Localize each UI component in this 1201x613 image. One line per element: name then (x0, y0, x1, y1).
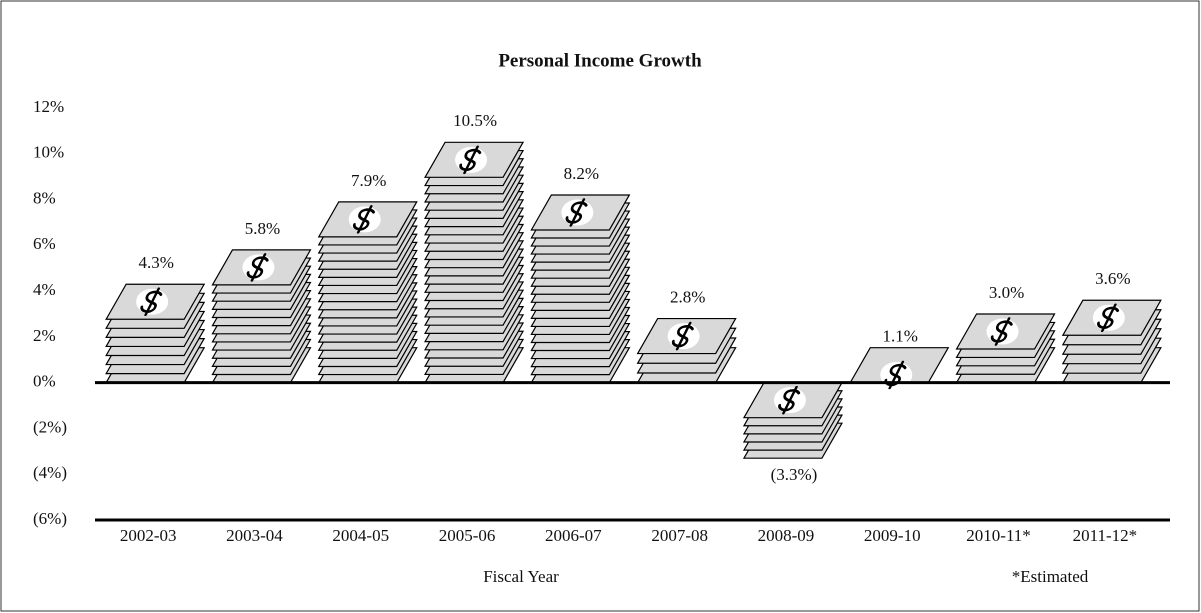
y-tick-label: 4% (33, 280, 56, 299)
dollar-icon (140, 287, 163, 317)
dollar-icon (459, 145, 482, 175)
dollar-icon (565, 198, 588, 227)
bar-stack (530, 194, 631, 384)
y-tick-label: (2%) (33, 417, 67, 436)
bar-stack (955, 313, 1056, 384)
bar-stack (211, 249, 312, 384)
dollar-icon (353, 205, 375, 234)
y-tick-label: 12% (33, 97, 64, 116)
chart-title: Personal Income Growth (498, 50, 702, 71)
bar-stack (105, 283, 206, 384)
x-tick-label: 2004-05 (332, 526, 389, 545)
bar-stack (424, 141, 525, 384)
bar-stack (636, 317, 737, 384)
y-tick-label: 0% (33, 372, 56, 391)
x-tick-label: 2009-10 (864, 526, 921, 545)
bar-stack (742, 382, 843, 459)
y-tick-label: (6%) (33, 509, 67, 528)
dollar-icon (671, 321, 694, 351)
dollar-icon (1097, 303, 1120, 333)
value-label: (3.3%) (771, 465, 818, 484)
value-label: 3.0% (989, 283, 1024, 302)
dollar-icon (990, 317, 1013, 346)
dollar-icon (778, 385, 801, 415)
x-tick-label: 2005-06 (439, 526, 496, 545)
dollar-icon (246, 253, 269, 282)
bar-stack (1061, 299, 1162, 384)
y-tick-label: 10% (33, 143, 64, 162)
x-tick-label: 2006-07 (545, 526, 602, 545)
y-tick-label: 2% (33, 326, 56, 345)
x-tick-label: 2011-12* (1073, 526, 1138, 545)
y-tick-label: (4%) (33, 463, 67, 482)
x-tick-label: 2007-08 (651, 526, 708, 545)
value-label: 3.6% (1095, 269, 1130, 288)
x-tick-label: 2010-11* (966, 526, 1031, 545)
x-tick-label: 2002-03 (120, 526, 177, 545)
value-label: 10.5% (453, 111, 497, 130)
x-tick-label: 2008-09 (758, 526, 815, 545)
value-label: 7.9% (351, 171, 386, 190)
bar-stack (317, 201, 418, 384)
value-label: 5.8% (245, 219, 280, 238)
y-tick-label: 8% (33, 188, 56, 207)
x-axis-label: Fiscal Year (483, 567, 559, 586)
value-label: 2.8% (670, 287, 705, 306)
value-label: 1.1% (883, 326, 918, 345)
value-label: 8.2% (564, 164, 599, 183)
value-label: 4.3% (138, 253, 173, 272)
note: *Estimated (1012, 567, 1089, 586)
y-tick-label: 6% (33, 234, 56, 253)
x-tick-label: 2003-04 (226, 526, 283, 545)
